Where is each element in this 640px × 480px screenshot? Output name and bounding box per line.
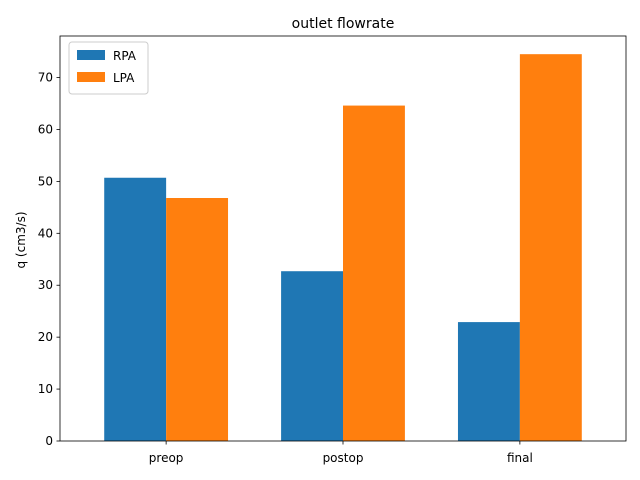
bar-rpa-final [457, 322, 520, 441]
legend-label-lpa: LPA [113, 71, 135, 85]
y-tick-label: 0 [45, 434, 53, 448]
y-tick-label: 10 [38, 382, 53, 396]
x-tick-label: preop [149, 451, 184, 465]
y-axis-label: q (cm3/s) [14, 211, 28, 268]
legend-label-rpa: RPA [113, 49, 137, 63]
bar-lpa-final [519, 54, 582, 442]
bar-lpa-preop [166, 198, 229, 441]
legend-swatch-rpa [77, 50, 105, 60]
bar-rpa-preop [104, 177, 167, 441]
y-tick-label: 30 [38, 278, 53, 292]
y-tick-label: 20 [38, 330, 53, 344]
y-tick-label: 40 [38, 226, 53, 240]
x-tick-label: final [507, 451, 533, 465]
legend-swatch-lpa [77, 72, 105, 82]
x-tick-label: postop [323, 451, 364, 465]
axes-layer: 0 10 20 30 40 50 60 70 preop postop final [38, 35, 627, 465]
legend: RPA LPA [68, 41, 149, 95]
legend-box [68, 41, 149, 95]
y-tick-label: 50 [38, 174, 53, 188]
y-tick-label: 70 [38, 71, 53, 85]
bar-rpa-postop [281, 271, 343, 441]
chart-title: outlet flowrate [292, 16, 395, 32]
y-tick-label: 60 [38, 122, 53, 136]
bar-lpa-postop [343, 105, 405, 442]
bars-layer [104, 54, 582, 442]
